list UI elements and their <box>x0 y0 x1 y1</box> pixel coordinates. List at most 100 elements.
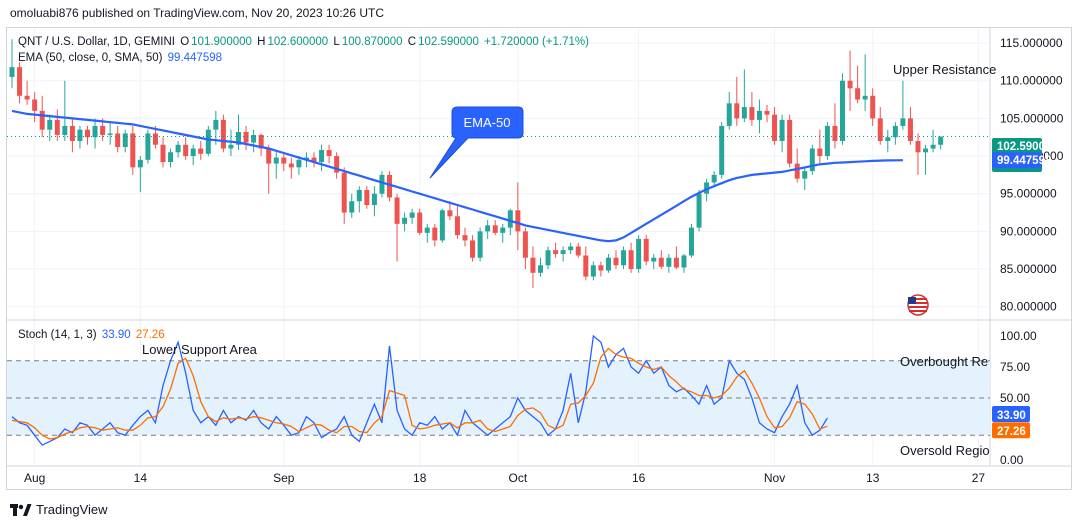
ema-50-line <box>11 109 903 243</box>
ema-value: 99.447598 <box>167 52 223 64</box>
candle-body <box>341 172 347 213</box>
candle-body <box>319 150 325 163</box>
candle-body <box>424 227 430 233</box>
time-axis-tick: Sep <box>273 471 295 485</box>
candle-body <box>862 95 868 100</box>
last-price-tag-text: 102.590000 <box>997 141 1058 153</box>
candle-body <box>236 131 241 145</box>
high-label: H <box>257 36 266 48</box>
candle-body <box>772 114 778 141</box>
candle-body <box>628 250 634 270</box>
candle-body <box>281 157 287 164</box>
stoch-d-value: 27.26 <box>135 329 165 341</box>
candle-body <box>251 134 257 143</box>
footer-brand[interactable]: TradingView <box>10 502 108 517</box>
flag-canton <box>908 297 916 304</box>
candle-body <box>69 125 75 141</box>
time-axis-tick: 18 <box>413 471 427 485</box>
candle-body <box>190 148 196 157</box>
candle-body <box>847 80 853 89</box>
price-axis-tick: 115.000000 <box>1000 36 1063 50</box>
candle-body <box>832 125 838 141</box>
candle-body <box>545 250 551 266</box>
candle-body <box>183 144 189 157</box>
candle-body <box>115 133 121 148</box>
low-value: 100.870000 <box>341 36 403 48</box>
candle-body <box>689 227 694 256</box>
tradingview-logo-icon <box>10 503 32 516</box>
candle-body <box>364 189 370 206</box>
time-axis-tick: Oct <box>509 471 528 485</box>
stoch-k-tag-text: 33.90 <box>997 410 1026 422</box>
stoch-d-line <box>11 347 828 440</box>
candle-body <box>794 163 800 179</box>
candle-body <box>387 174 392 198</box>
ema-callout-bubble <box>429 106 524 179</box>
candle-body <box>930 144 936 149</box>
stoch-k-value: 33.90 <box>101 329 131 341</box>
candle-body <box>228 144 234 149</box>
candle-body <box>349 201 355 213</box>
price-legend: QNT / U.S. Dollar, 1D, GEMINI O 101.90000… <box>18 36 591 48</box>
candle-body <box>462 235 468 241</box>
candle-body <box>47 119 53 130</box>
stoch-legend: Stoch (14, 1, 3) 33.90 27.26 <box>18 329 167 341</box>
candle-body <box>266 148 272 164</box>
candle-body <box>500 227 506 233</box>
upper-resistance-label: Upper Resistance <box>893 62 996 77</box>
price-axis-tick: 105.000000 <box>1000 111 1064 125</box>
us-flag-icon <box>907 294 929 316</box>
candle-body <box>454 216 460 236</box>
candle-body <box>409 212 415 218</box>
candle-body <box>205 129 211 154</box>
candle-body <box>560 250 566 254</box>
candle-body <box>651 257 657 262</box>
candle-body <box>470 240 476 258</box>
candle-body <box>696 193 702 228</box>
candle-body <box>613 257 619 266</box>
candle-body <box>643 238 649 262</box>
candle-body <box>568 246 574 251</box>
candle-body <box>892 125 898 138</box>
close-label: C <box>407 36 417 48</box>
price-axis-tick: 95.000000 <box>1000 187 1057 201</box>
stoch-axis-tick: 100.00 <box>1000 329 1037 343</box>
candle-body <box>326 150 332 157</box>
time-axis-tick: 16 <box>632 471 646 485</box>
price-axis-tick: 110.000000 <box>1000 74 1063 88</box>
candle-body <box>726 103 732 126</box>
open-label: O <box>180 36 190 48</box>
candle-body <box>54 119 60 135</box>
candle-body <box>621 250 627 266</box>
candle-body <box>439 210 445 241</box>
candle-body <box>636 238 642 270</box>
stoch-axis-tick: 0.00 <box>1000 453 1024 467</box>
candle-body <box>907 118 913 141</box>
candle-body <box>530 257 536 273</box>
candle-body <box>334 156 340 173</box>
price-axis-tick: 85.000000 <box>1000 262 1057 276</box>
candle-body <box>371 193 377 206</box>
candle-body <box>417 212 423 233</box>
candle-body <box>605 257 611 271</box>
footer-brand-text: TradingView <box>36 502 108 517</box>
candle-body <box>168 152 174 163</box>
time-axis-tick: Nov <box>764 471 785 485</box>
candle-body <box>356 189 362 202</box>
candle-body <box>787 119 793 164</box>
candle-body <box>681 255 687 268</box>
candle-body <box>507 210 513 228</box>
candle-body <box>840 80 845 141</box>
stoch-d-tag-bg <box>992 422 1030 439</box>
candle-body <box>938 136 944 145</box>
candle-body <box>779 119 785 141</box>
candle-body <box>802 171 808 179</box>
candle-body <box>447 210 453 217</box>
candle-body <box>17 67 23 96</box>
close-value: 102.590000 <box>418 36 479 48</box>
stoch-k-line <box>11 334 828 446</box>
candle-body <box>122 133 128 148</box>
time-axis-tick: 27 <box>972 471 986 485</box>
candle-body <box>553 250 559 254</box>
